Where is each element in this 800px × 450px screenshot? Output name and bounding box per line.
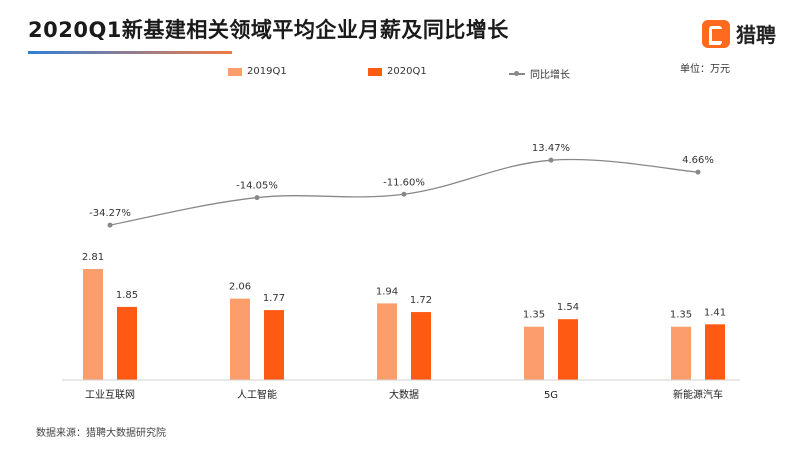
growth-data-label: 13.47% <box>532 143 570 154</box>
growth-data-label: -34.27% <box>89 208 131 219</box>
legend-swatch-2020q1 <box>368 67 382 76</box>
growth-data-label: -11.60% <box>383 177 425 188</box>
data-label-2019q1: 2.06 <box>229 282 251 293</box>
legend-item-2020q1: 2020Q1 <box>368 66 427 77</box>
data-label-2020q1: 1.85 <box>116 290 138 301</box>
growth-data-label: -14.05% <box>236 181 278 192</box>
brand-logo: 猎聘 <box>702 19 776 48</box>
category-label: 5G <box>544 390 558 401</box>
legend-swatch-2019q1 <box>228 67 242 76</box>
growth-point <box>401 191 407 197</box>
legend-item-2019q1: 2019Q1 <box>228 66 287 77</box>
bar-2019q1 <box>671 326 691 380</box>
legend-item-growth: 同比增长 <box>509 66 570 81</box>
bar-2019q1 <box>83 269 103 380</box>
data-label-2019q1: 1.94 <box>376 286 398 297</box>
unit-label: 单位：万元 <box>680 64 730 75</box>
chart-title: 2020Q1新基建相关领域平均企业月薪及同比增长 <box>28 18 509 42</box>
category-label: 人工智能 <box>237 388 277 401</box>
logo-text: 猎聘 <box>736 23 776 47</box>
bar-2019q1 <box>230 298 250 380</box>
growth-data-label: 4.66% <box>682 155 714 166</box>
data-label-2020q1: 1.72 <box>410 295 432 306</box>
data-label-2020q1: 1.41 <box>704 307 726 318</box>
data-label-2019q1: 2.81 <box>82 252 104 263</box>
data-label-2019q1: 1.35 <box>670 310 692 321</box>
bar-2019q1 <box>377 303 397 380</box>
data-label-2020q1: 1.54 <box>557 302 579 313</box>
bar-2019q1 <box>524 326 544 380</box>
data-source: 数据来源：猎聘大数据研究院 <box>36 428 166 439</box>
chart-legend: 2019Q1 2020Q1 同比增长 <box>0 66 800 81</box>
growth-point <box>107 222 113 228</box>
category-label: 新能源汽车 <box>673 388 723 401</box>
legend-line-growth <box>509 70 525 76</box>
bar-2020q1 <box>117 306 137 380</box>
growth-point <box>254 195 260 201</box>
bar-2020q1 <box>411 312 431 380</box>
category-label: 工业互联网 <box>85 389 135 401</box>
data-label-2020q1: 1.77 <box>263 293 285 304</box>
growth-point <box>548 157 554 163</box>
legend-label-2020q1: 2020Q1 <box>387 66 427 77</box>
liepin-logo-icon <box>702 19 730 48</box>
bar-2020q1 <box>558 319 578 380</box>
bar-2020q1 <box>705 324 725 380</box>
title-underline <box>28 51 232 54</box>
bar-2020q1 <box>264 310 284 380</box>
legend-label-growth: 同比增长 <box>530 70 570 81</box>
data-label-2019q1: 1.35 <box>523 310 545 321</box>
growth-point <box>695 169 701 175</box>
category-label: 大数据 <box>389 388 419 401</box>
legend-label-2019q1: 2019Q1 <box>247 66 287 77</box>
